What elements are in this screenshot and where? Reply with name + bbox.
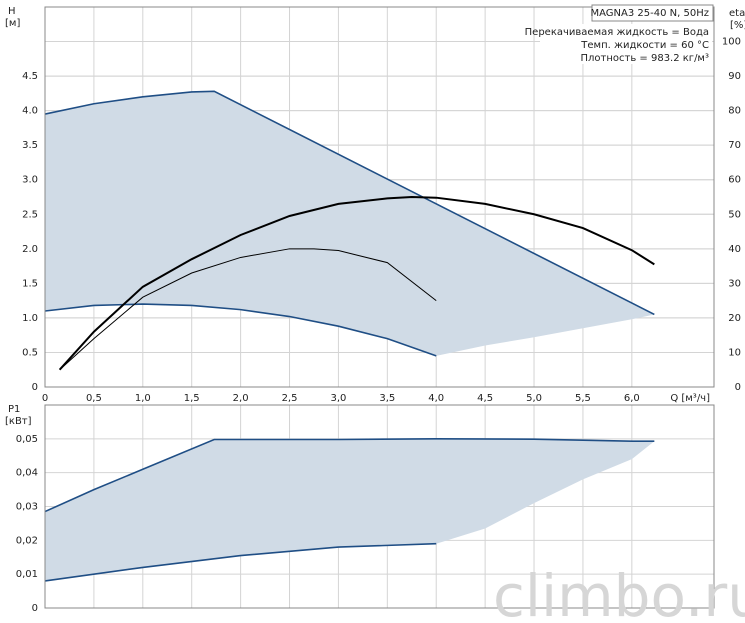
watermark: climbo.ru [493,562,745,623]
y-tick-label: 1.5 [22,278,38,289]
range-curve [44,438,655,513]
y-unit: [м] [5,18,20,29]
y2-tick-label: 80 [728,106,741,117]
y2-tick-label: 40 [728,244,741,255]
y-tick-label: 0,04 [16,468,38,479]
y2-tick-label: 60 [728,175,741,186]
y-tick-label: 3.0 [22,175,38,186]
x-label: Q [м³/ч] [670,393,710,404]
x-tick-label: 6,0 [624,393,640,404]
y-tick-label: 0,02 [16,535,38,546]
y2-tick-label: 20 [728,313,741,324]
efficiency-curve [58,195,655,371]
y2-unit: [%] [730,20,745,31]
y-tick-label: 0 [32,603,38,614]
y2-label: eta [729,8,745,19]
y-tick-label: 0,03 [16,502,38,513]
x-tick-label: 5,0 [526,393,542,404]
model: MAGNA3 25-40 N, 50Hz [591,8,709,19]
y-tick-label: 2.0 [22,244,38,255]
plot-border [44,404,715,609]
x-tick-label: 2,0 [233,393,249,404]
range-curve [44,303,437,357]
y2-tick-label: 0 [735,382,741,393]
x-tick-label: 0 [42,393,48,404]
y-tick-label: 0.5 [22,347,38,358]
x-tick-label: 4,0 [428,393,444,404]
info-line: Плотность = 983.2 кг/м³ [581,53,710,64]
x-tick-label: 1,5 [184,393,200,404]
plots: 0 0,5 1,0 1,5 2,0 2,5 3,0 3,5 4,0 4,5 5,0 5,5 6,0 0 0.… [5,6,745,614]
operating-range [45,91,655,356]
y2-tick-label: 90 [728,71,741,82]
y2-tick-label: 50 [728,209,741,220]
efficiency-curve [59,248,437,371]
y-tick-label: 0,01 [16,569,38,580]
y2-tick-label: 100 [722,37,741,48]
x-tick-label: 2,5 [282,393,298,404]
x-tick-label: 1,0 [135,393,151,404]
y2-tick-label: 30 [728,278,741,289]
x-tick-label: 3,0 [330,393,346,404]
y-label: P1 [8,404,20,415]
y-tick-label: 2.5 [22,209,38,220]
y-tick-label: 1.0 [22,313,38,324]
x-tick-label: 3,5 [379,393,395,404]
info-background [540,24,712,64]
range-curve [44,90,655,316]
info-line: Темп. жидкости = 60 °C [580,40,709,51]
y2-tick-label: 10 [728,347,741,358]
info-line: Перекачиваемая жидкость = Вода [525,27,709,38]
y-tick-label: 4.5 [22,71,38,82]
y2-tick-label: 70 [728,140,741,151]
range-curve [44,542,437,582]
x-tick-label: 5,5 [575,393,591,404]
x-tick-label: 0,5 [86,393,102,404]
y-unit: [кВт] [5,416,32,427]
x-tick-label: 4,5 [477,393,493,404]
plot-border [44,6,715,388]
y-label: H [8,6,16,17]
operating-range [45,438,655,581]
y-tick-label: 3.5 [22,140,38,151]
y-tick-label: 4.0 [22,106,38,117]
y-tick-label: 0,05 [16,434,38,445]
y-tick-label: 0 [32,382,38,393]
model-box [591,4,714,22]
